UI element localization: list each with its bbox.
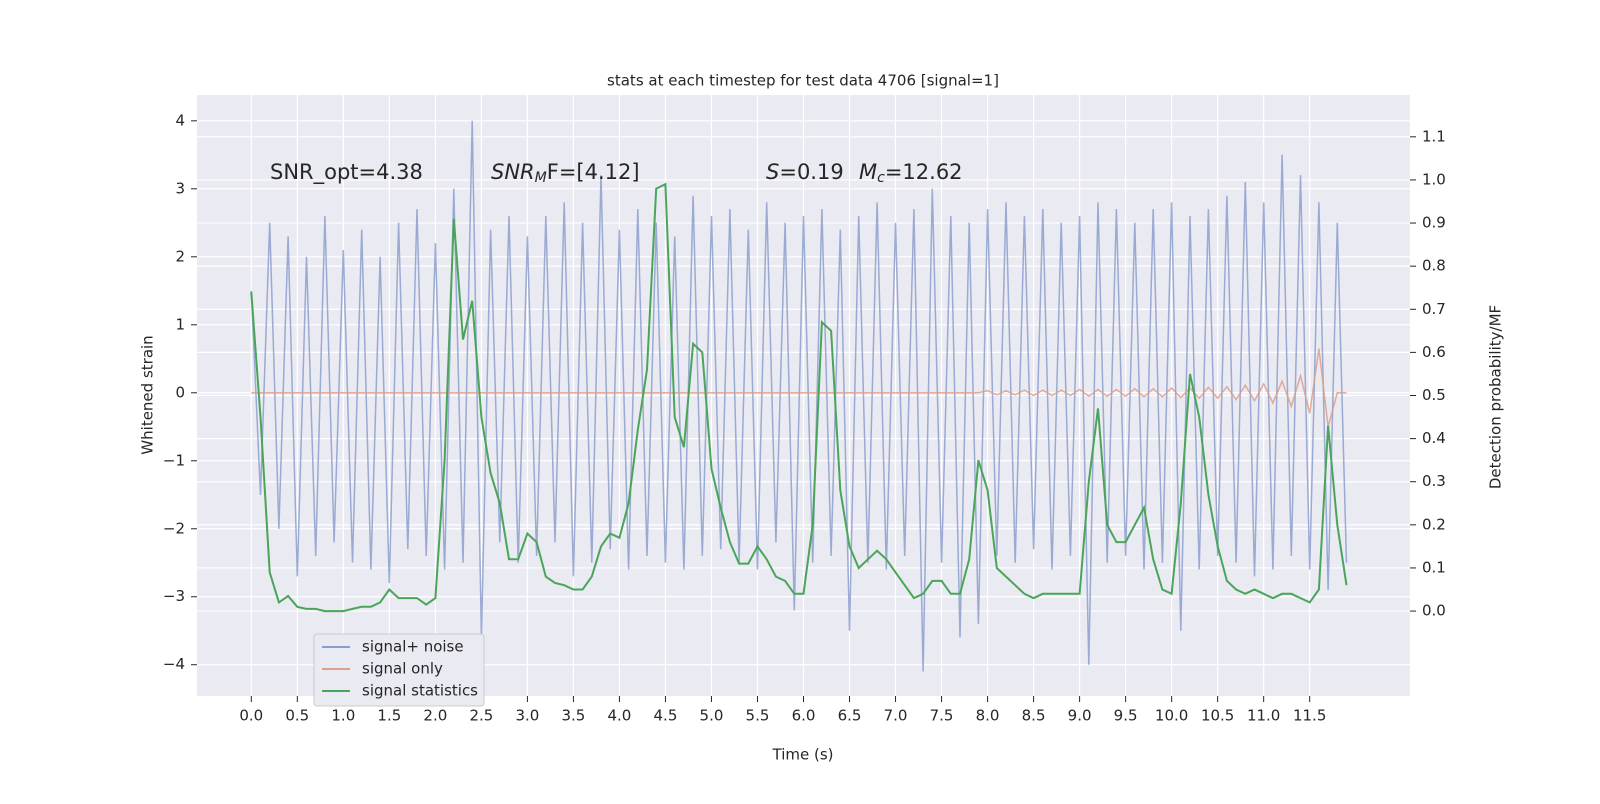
x-tick-label: 10.0 [1155, 707, 1188, 725]
y-tick-label: −3 [163, 587, 185, 605]
annotation-part: c [877, 170, 885, 186]
x-tick-label: 1.5 [377, 707, 401, 725]
legend-label: signal statistics [362, 682, 478, 700]
y-tick-label: −1 [163, 451, 185, 469]
x-tick-label: 11.0 [1247, 707, 1280, 725]
y2-tick-label: 0.4 [1422, 429, 1446, 447]
y2-tick-label: 0.5 [1422, 386, 1446, 404]
x-tick-label: 4.0 [608, 707, 632, 725]
y-tick-label: −2 [163, 519, 185, 537]
y-tick-label: 3 [175, 179, 185, 197]
legend-label: signal only [362, 660, 443, 678]
annotation-part: =12.62 [885, 160, 963, 184]
y2-tick-label: 1.0 [1422, 170, 1446, 188]
x-tick-label: 3.5 [561, 707, 585, 725]
marks [250, 120, 1348, 672]
legend-label: signal+ noise [362, 638, 464, 656]
annotation: SNRMF=[4.12] [491, 160, 640, 186]
y2-tick-label: 0.3 [1422, 472, 1446, 490]
grid [197, 95, 1410, 696]
y2-axis-label: Detection probability/MF [1487, 305, 1505, 489]
annotation-part: M [535, 170, 547, 186]
x-tick-label: 2.5 [469, 707, 493, 725]
y2-tick-label: 0.0 [1422, 602, 1446, 620]
annotation: SNR_opt=4.38 [270, 160, 423, 185]
x-tick-label: 0.5 [285, 707, 309, 725]
y2-tick-label: 0.2 [1422, 515, 1446, 533]
y-axis-label: Whitened strain [139, 335, 157, 454]
series-line [250, 120, 1348, 672]
chart-title: stats at each timestep for test data 470… [607, 72, 999, 90]
x-tick-label: 10.5 [1201, 707, 1234, 725]
annotation: Mc=12.62 [859, 160, 963, 186]
y-tick-label: 0 [175, 383, 185, 401]
x-tick-label: 8.0 [976, 707, 1000, 725]
x-tick-label: 7.5 [930, 707, 954, 725]
y2-tick-label: 1.1 [1422, 127, 1446, 145]
y2-tick-label: 0.6 [1422, 343, 1446, 361]
y2-tick-label: 0.7 [1422, 300, 1446, 318]
annotation-part: M [859, 160, 877, 184]
y-tick-label: 1 [175, 315, 185, 333]
x-tick-label: 8.5 [1022, 707, 1046, 725]
x-tick-label: 9.0 [1068, 707, 1092, 725]
x-tick-label: 3.0 [515, 707, 539, 725]
annotation-part: S [766, 160, 779, 184]
x-tick-label: 6.0 [792, 707, 816, 725]
x-tick-label: 5.0 [700, 707, 724, 725]
x-tick-label: 11.5 [1293, 707, 1326, 725]
annotation: S=0.19 [766, 160, 844, 184]
y-tick-label: −4 [163, 655, 185, 673]
annotation-part: =0.19 [779, 160, 843, 184]
series-line [250, 182, 1348, 613]
series-line [251, 348, 1347, 427]
y2-tick-label: 0.8 [1422, 257, 1446, 275]
x-tick-label: 9.5 [1114, 707, 1138, 725]
x-axis-label: Time (s) [772, 746, 834, 764]
y-tick-label: 4 [175, 111, 185, 129]
legend: signal+ noise signal only signal statistic… [313, 633, 485, 707]
x-tick-label: 2.0 [423, 707, 447, 725]
x-tick-label: 6.5 [838, 707, 862, 725]
x-tick-label: 0.0 [239, 707, 263, 725]
x-tick-label: 7.0 [884, 707, 908, 725]
annotation-part: SNR_opt=4.38 [270, 160, 423, 185]
legend-box [313, 633, 485, 707]
x-tick-label: 4.5 [654, 707, 678, 725]
annotation-part: SNR [491, 160, 535, 184]
y2-tick-label: 0.1 [1422, 558, 1446, 576]
y-tick-label: 2 [175, 247, 185, 265]
x-tick-label: 1.0 [331, 707, 355, 725]
y2-tick-label: 0.9 [1422, 214, 1446, 232]
x-tick-label: 5.5 [746, 707, 770, 725]
annotation-part: F=[4.12] [547, 160, 640, 184]
